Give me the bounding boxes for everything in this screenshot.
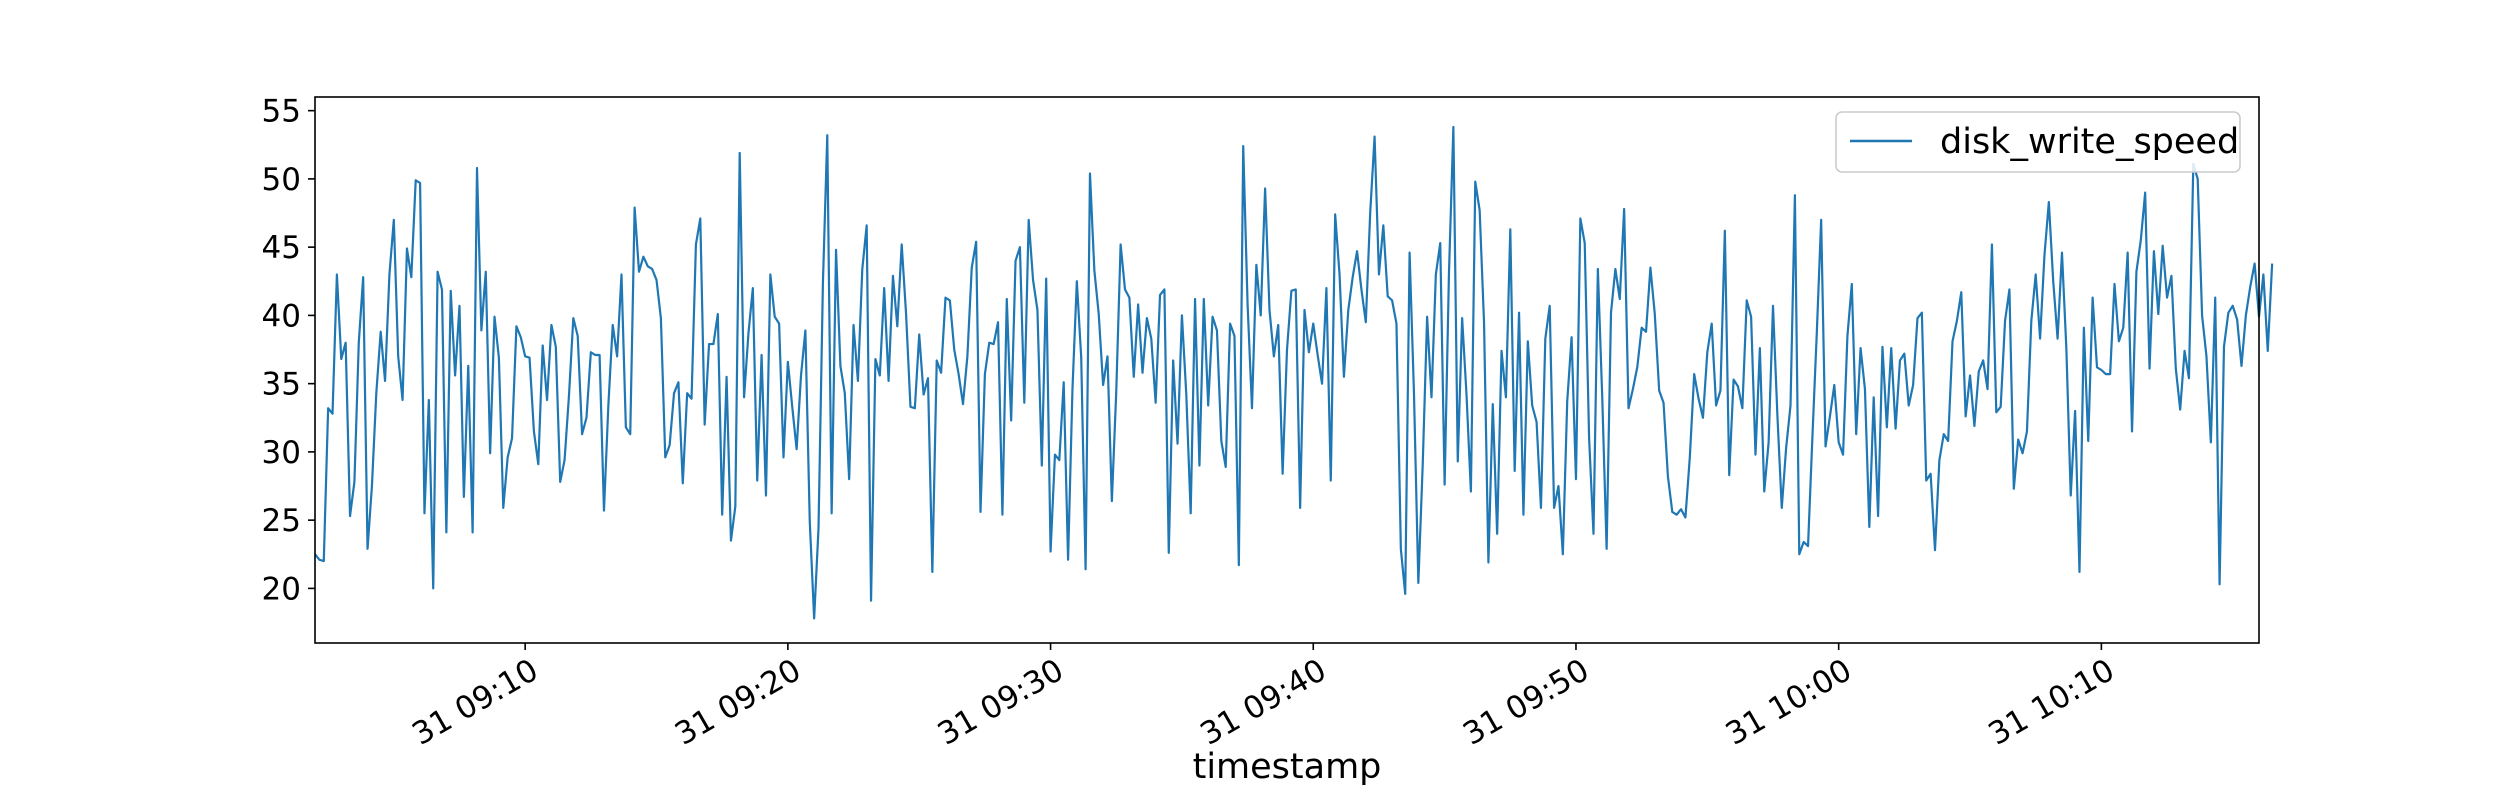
y-tick-label: 25 <box>262 503 301 539</box>
legend: disk_write_speed <box>1835 111 2241 173</box>
legend-label: disk_write_speed <box>1940 122 2239 162</box>
plot-area <box>314 125 2274 620</box>
y-tick-label: 45 <box>262 230 301 266</box>
x-axis-title: timestamp <box>1193 747 1382 787</box>
y-tick-label: 30 <box>262 435 301 471</box>
series-line-disk-write-speed <box>314 125 2274 620</box>
legend-box <box>1835 111 2241 173</box>
y-tick-label: 40 <box>262 298 301 334</box>
y-axis: 20 25 30 35 40 45 50 55 <box>262 94 315 607</box>
axes-frame <box>314 96 2260 644</box>
y-tick-label: 50 <box>262 162 301 198</box>
y-tick-label: 35 <box>262 367 301 403</box>
y-tick-label: 55 <box>262 94 301 130</box>
y-tick-label: 20 <box>262 571 301 607</box>
